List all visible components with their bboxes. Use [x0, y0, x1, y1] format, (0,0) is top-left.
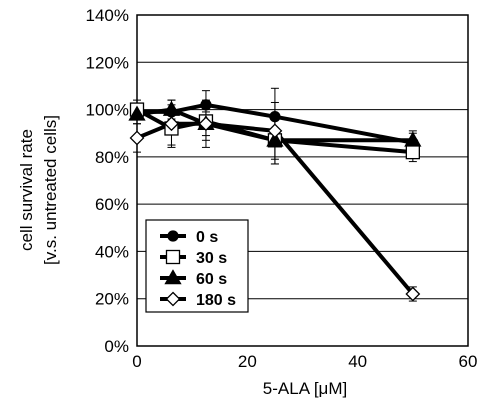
- legend-item: 60 s: [160, 269, 227, 288]
- x-tick-label: 40: [348, 352, 367, 371]
- legend-marker: [165, 291, 181, 307]
- legend-label: 0 s: [196, 229, 218, 246]
- y-tick-label: 20%: [95, 290, 129, 309]
- y-axis-label-line2: [v.s. untreated cells]: [41, 115, 60, 265]
- legend-item: 30 s: [160, 249, 227, 267]
- y-tick-label: 0%: [104, 337, 129, 356]
- legend-marker: [164, 269, 182, 285]
- markers-180s: [129, 116, 421, 302]
- data-point: [198, 116, 214, 132]
- data-point: [267, 123, 283, 139]
- series-group: [128, 87, 422, 302]
- legend-label: 180 s: [196, 292, 236, 309]
- data-point: [162, 100, 181, 116]
- y-tick-label: 80%: [95, 148, 129, 167]
- data-point: [269, 111, 281, 123]
- y-tick-label: 140%: [86, 6, 129, 25]
- x-tick-label: 60: [459, 352, 478, 371]
- legend-label: 60 s: [196, 271, 227, 288]
- legend-item: 180 s: [160, 291, 236, 309]
- data-point: [164, 116, 179, 132]
- legend-marker: [167, 230, 179, 242]
- legend-label: 30 s: [196, 250, 227, 267]
- data-point: [405, 144, 420, 160]
- y-axis-ticks: 0% 20% 40% 60% 80% 100% 120% 140%: [86, 6, 129, 356]
- x-tick-label: 20: [238, 352, 257, 371]
- x-axis-label: 5-ALA [μM]: [263, 379, 347, 398]
- data-point: [129, 130, 145, 146]
- y-tick-label: 120%: [86, 53, 129, 72]
- x-axis-ticks: 0 20 40 60: [132, 352, 477, 371]
- y-tick-label: 100%: [86, 101, 129, 120]
- data-point: [200, 99, 212, 111]
- legend: 0 s 30 s 60 s 180 s: [145, 219, 249, 313]
- y-tick-label: 40%: [95, 242, 129, 261]
- data-point: [404, 131, 422, 147]
- data-point: [405, 286, 421, 302]
- y-tick-label: 60%: [95, 195, 129, 214]
- legend-marker: [165, 249, 181, 265]
- y-axis-label-line1: cell survival rate: [17, 129, 36, 251]
- data-point: [128, 105, 146, 121]
- x-tick-label: 0: [132, 352, 141, 371]
- plot-frame: [136, 14, 469, 347]
- data-point: [266, 131, 284, 147]
- legend-item: 0 s: [160, 229, 218, 246]
